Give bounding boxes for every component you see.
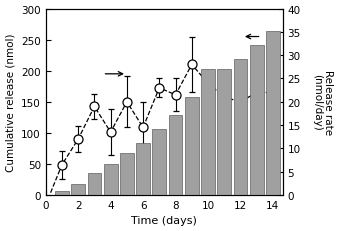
Bar [234,60,247,195]
Bar [136,143,150,195]
Bar [153,130,166,195]
Bar [55,191,69,195]
Y-axis label: Release rate
(nmol/day): Release rate (nmol/day) [312,70,334,135]
Bar [217,70,231,195]
X-axis label: Time (days): Time (days) [131,216,197,225]
Bar [250,46,263,195]
Bar [120,153,134,195]
Bar [87,173,101,195]
Y-axis label: Cumulative release (nmol): Cumulative release (nmol) [5,33,16,171]
Bar [104,164,118,195]
Bar [266,32,280,195]
Bar [201,70,215,195]
Bar [71,184,85,195]
Bar [168,115,182,195]
Bar [185,98,199,195]
